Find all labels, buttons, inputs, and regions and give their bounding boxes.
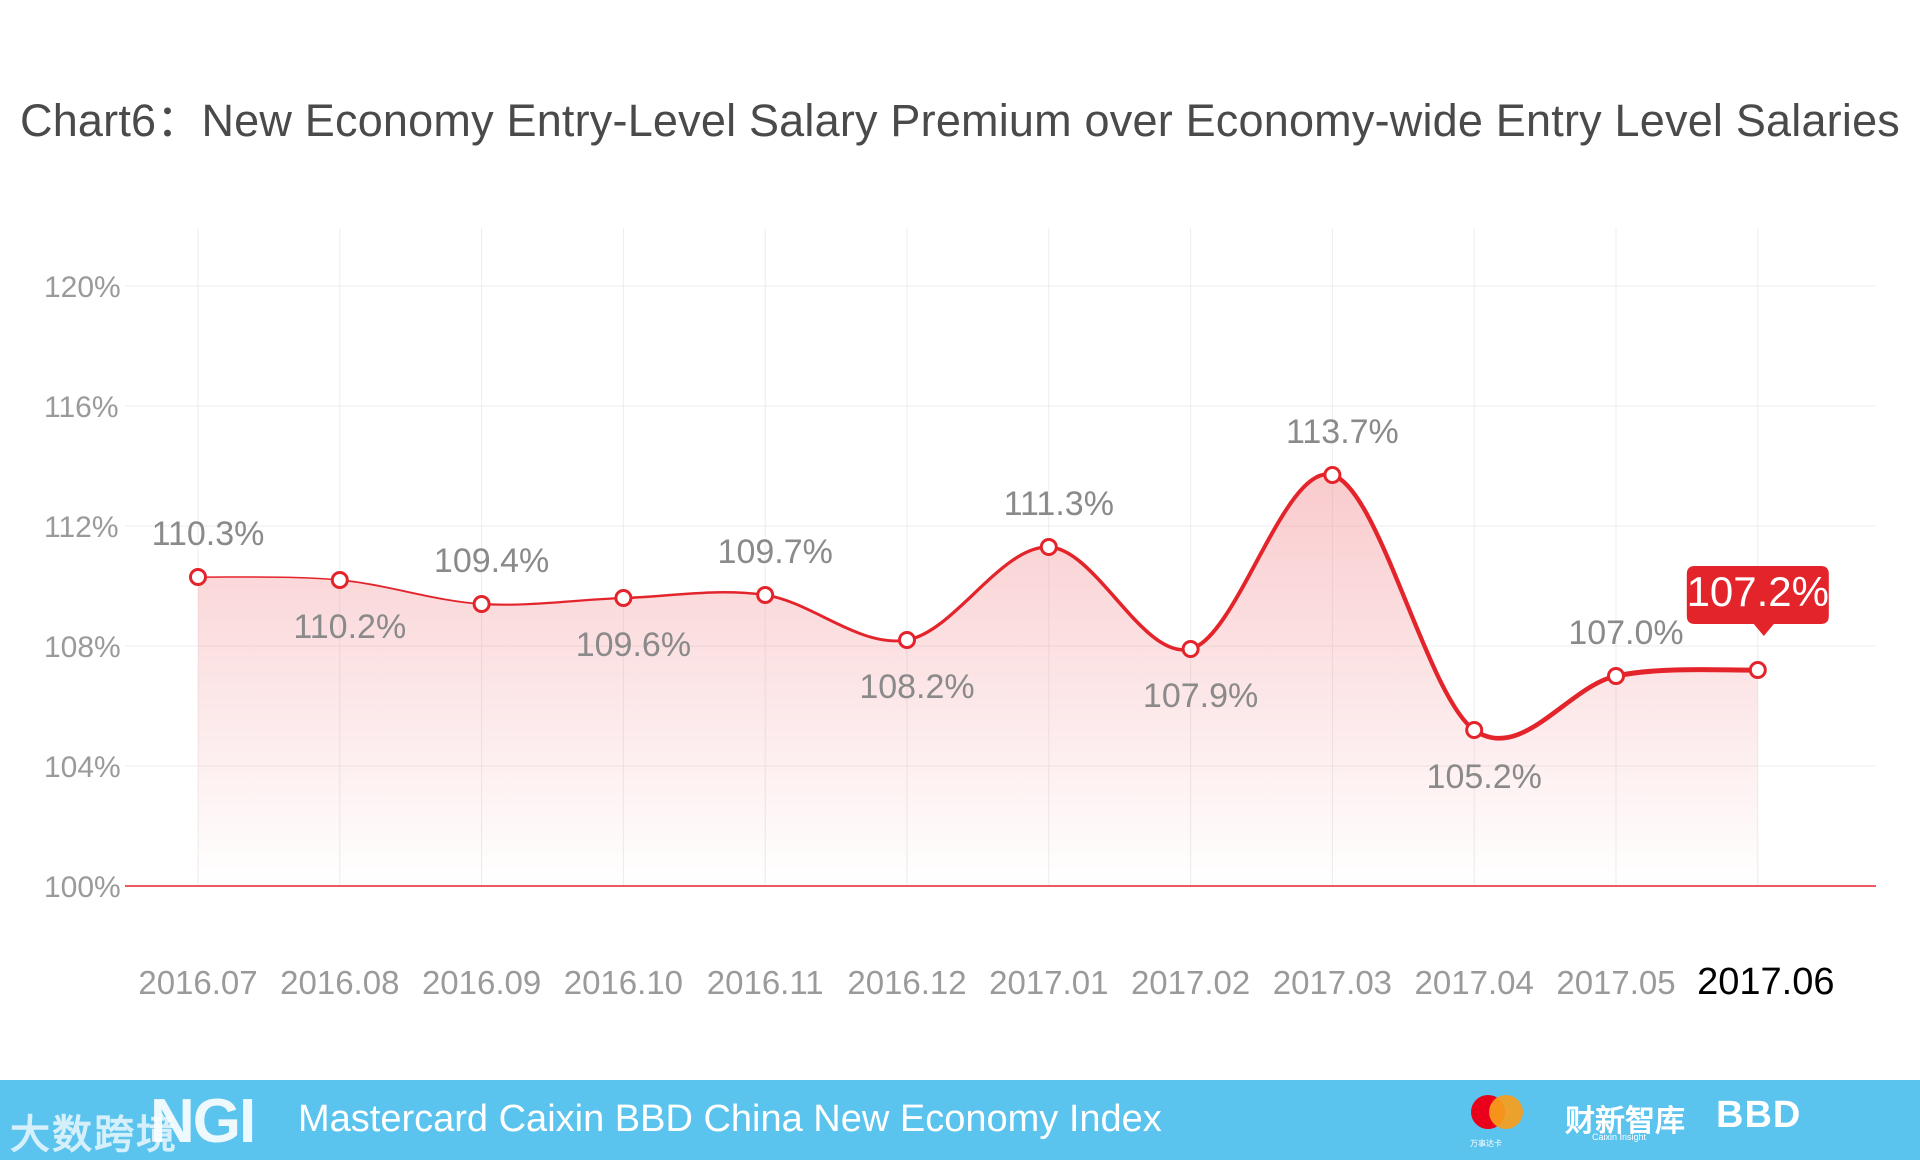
x-tick-label: 2016.11 [707, 964, 824, 1001]
x-tick-label: 2017.04 [1415, 964, 1534, 1001]
data-label: 105.2% [1427, 758, 1542, 796]
x-tick-label: 2016.10 [564, 964, 683, 1001]
y-tick-label: 112% [44, 511, 119, 544]
series [189, 466, 1767, 886]
caixin-logo: 财新智库 [1565, 1105, 1685, 1138]
data-point [472, 595, 491, 613]
data-point [1748, 661, 1767, 679]
watermark-text: 大数跨境 [10, 1113, 178, 1157]
series-line-segment [197, 576, 341, 581]
y-tick-label: 100% [44, 871, 121, 904]
series-line-segment [763, 593, 909, 643]
x-axis: 2016.07 2016.08 2016.09 2016.10 2016.11 2016.… [138, 961, 1834, 1003]
series-line-segment [1613, 667, 1761, 679]
index-name: Mastercard Caixin BBD China New Economy … [298, 1098, 1162, 1140]
series-line-segment [622, 591, 767, 600]
x-tick-label: 2017.05 [1556, 964, 1675, 1001]
mastercard-logo-icon [1471, 1095, 1523, 1129]
data-label: 109.6% [576, 626, 691, 664]
line-chart: 100%104%108%112%116%120% 2016.07 2016.08 2… [44, 228, 1876, 1003]
y-tick-label: 116% [44, 391, 119, 424]
x-tick-label: 2016.09 [422, 964, 541, 1001]
series-line-segment [1047, 545, 1193, 652]
data-label: 107.2% [1687, 568, 1829, 615]
data-label: 108.2% [859, 668, 974, 706]
bbd-logo: BBD [1716, 1094, 1802, 1136]
data-point [1607, 667, 1625, 685]
data-point [898, 631, 916, 649]
data-point [1323, 466, 1342, 484]
data-label: 109.4% [434, 542, 549, 580]
x-tick-label: 2017.01 [989, 964, 1108, 1001]
caixin-sub: Caixin Insight [1592, 1132, 1647, 1142]
series-line-segment [1471, 673, 1619, 741]
series-line-segment [480, 596, 625, 606]
x-tick-label: 2016.12 [847, 964, 966, 1001]
data-point [614, 589, 633, 607]
series-line-segment [905, 545, 1051, 642]
mastercard-sub: 万事达卡 [1470, 1139, 1502, 1148]
chart-title: Chart6：New Economy Entry-Level Salary Pr… [20, 95, 1900, 146]
data-point [1039, 538, 1058, 556]
series-line-segment [338, 579, 483, 605]
x-tick-label: 2017.06 [1697, 961, 1834, 1003]
data-label: 107.9% [1143, 677, 1258, 715]
x-tick-label: 2017.03 [1273, 964, 1392, 1001]
area-fill [198, 474, 1758, 886]
data-label: 111.3% [1004, 485, 1114, 523]
data-point [189, 568, 207, 586]
data-point [1181, 640, 1200, 658]
data-label: 110.3% [152, 515, 265, 553]
data-label: 109.7% [718, 533, 833, 571]
data-label: 107.0% [1568, 614, 1683, 652]
y-axis: 100% 104% 108% 112% 116% 120% [44, 271, 121, 904]
x-tick-label: 2016.08 [280, 964, 399, 1001]
series-line-segment [1330, 472, 1477, 733]
data-point [756, 586, 775, 604]
data-label: 113.7% [1286, 413, 1399, 451]
y-tick-label: 120% [44, 271, 121, 304]
y-tick-label: 104% [44, 751, 121, 784]
x-tick-label: 2016.07 [138, 964, 257, 1001]
data-point [1465, 721, 1484, 739]
data-labels: 110.3% 110.2% 109.4% 109.6% 109.7% 108.2% 111.… [152, 413, 1829, 796]
data-point [330, 571, 349, 589]
callout-box [1686, 566, 1829, 636]
ngi-logo: NGI [150, 1087, 256, 1156]
x-tick-label: 2017.02 [1131, 964, 1250, 1001]
series-line-segment [1188, 472, 1335, 651]
y-tick-label: 108% [44, 631, 121, 664]
data-label: 110.2% [293, 608, 406, 646]
footer-banner: 大数跨境 NGI Mastercard Caixin BBD China New… [0, 1080, 1920, 1160]
